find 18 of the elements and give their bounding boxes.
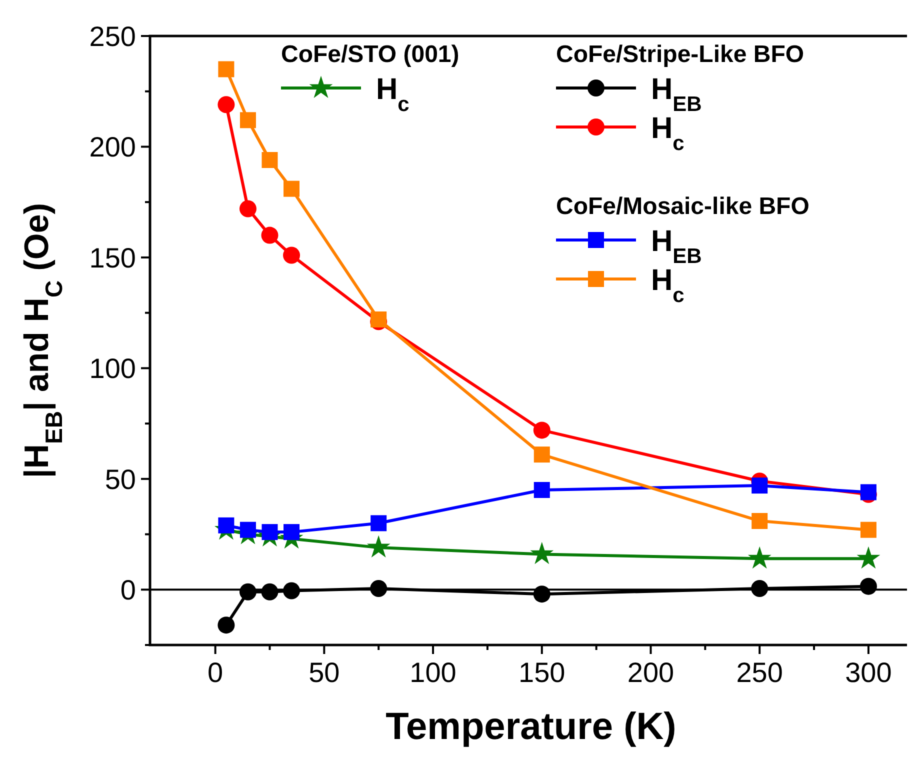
x-tick-label: 250 bbox=[736, 657, 783, 688]
annotation: CoFe/Mosaic-like BFO bbox=[556, 193, 810, 220]
x-tick-label: 50 bbox=[308, 657, 340, 688]
x-tick-label: 0 bbox=[208, 657, 224, 688]
legend-label: H$_{c}$ bbox=[376, 73, 410, 116]
x-tick-label: 200 bbox=[627, 657, 674, 688]
x-axis-title: Temperature (K) bbox=[386, 706, 676, 748]
annotation: CoFe/STO (001) bbox=[281, 41, 460, 68]
y-tick-label: 200 bbox=[89, 132, 136, 163]
y-tick-label: 0 bbox=[120, 574, 136, 606]
annotation: CoFe/Stripe-Like BFO bbox=[556, 41, 804, 68]
y-tick-label: 50 bbox=[104, 464, 136, 495]
y-tick-label: 100 bbox=[89, 353, 136, 384]
y-tick-label: 150 bbox=[89, 242, 136, 274]
y-tick-label: 250 bbox=[89, 21, 136, 52]
x-tick-label: 300 bbox=[845, 657, 892, 688]
x-tick-label: 100 bbox=[410, 657, 456, 688]
x-tick-label: 150 bbox=[518, 657, 566, 688]
